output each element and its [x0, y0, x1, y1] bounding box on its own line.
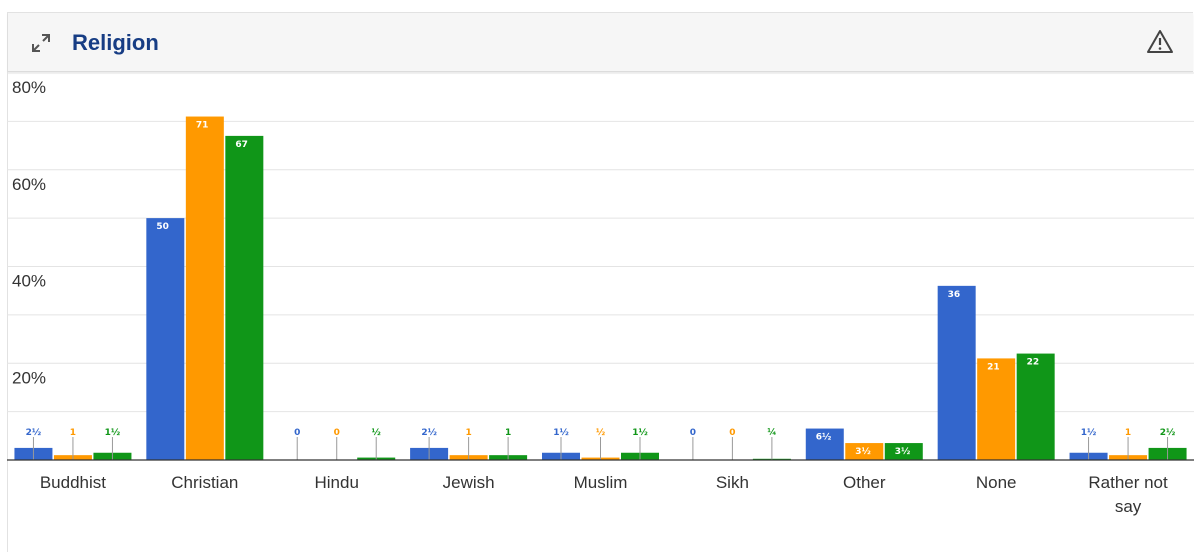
data-label: 67 — [235, 140, 248, 150]
data-label: 1 — [465, 428, 471, 438]
y-tick-label: 20% — [12, 368, 46, 387]
data-label: 1 — [505, 428, 511, 438]
data-label: 36 — [948, 290, 961, 300]
y-tick-label: 80% — [12, 78, 46, 97]
bar — [937, 285, 976, 460]
data-label: 2½ — [1160, 427, 1176, 438]
x-tick-label: Jewish — [443, 473, 495, 492]
data-label: ¼ — [767, 427, 776, 438]
data-label: 1½ — [553, 427, 569, 438]
bar — [1016, 353, 1055, 460]
data-label: 1½ — [1081, 427, 1097, 438]
x-tick-label: Other — [843, 473, 886, 492]
data-label: 71 — [196, 121, 209, 131]
data-label: 1 — [70, 428, 76, 438]
warning-triangle-icon[interactable] — [1145, 27, 1175, 57]
data-label: 0 — [729, 428, 735, 438]
data-label: 6½ — [816, 432, 832, 443]
data-label: ½ — [372, 427, 381, 438]
panel-header: Religion — [8, 13, 1193, 72]
x-tick-label: Buddhist — [40, 473, 106, 492]
data-label: 3½ — [895, 446, 911, 457]
data-label: 22 — [1027, 358, 1040, 368]
bar — [884, 443, 923, 460]
bar — [977, 358, 1016, 460]
data-label: 1½ — [632, 427, 648, 438]
bar — [805, 428, 844, 460]
data-label: 2½ — [26, 427, 42, 438]
x-tick-label: Christian — [171, 473, 238, 492]
y-tick-label: 60% — [12, 175, 46, 194]
bar — [146, 218, 185, 460]
x-tick-label: Sikh — [716, 473, 749, 492]
x-tick-label: Rather not say — [1088, 473, 1168, 516]
bar — [225, 135, 264, 460]
x-tick-label: Muslim — [574, 473, 628, 492]
data-label: 50 — [156, 222, 169, 232]
data-label: 3½ — [855, 446, 871, 457]
bar — [845, 443, 884, 460]
data-label: 1 — [1125, 428, 1131, 438]
data-label: 0 — [334, 428, 340, 438]
data-label: 1½ — [105, 427, 121, 438]
data-label: 2½ — [421, 427, 437, 438]
page-title: Religion — [72, 30, 159, 55]
data-label: 21 — [987, 362, 1000, 372]
bar — [185, 116, 224, 460]
x-tick-label: Hindu — [315, 473, 359, 492]
data-label: 0 — [690, 428, 696, 438]
expand-icon[interactable] — [28, 30, 54, 56]
data-label: ½ — [596, 427, 605, 438]
y-tick-label: 40% — [12, 272, 46, 291]
data-label: 0 — [294, 428, 300, 438]
x-tick-label: None — [976, 473, 1017, 492]
